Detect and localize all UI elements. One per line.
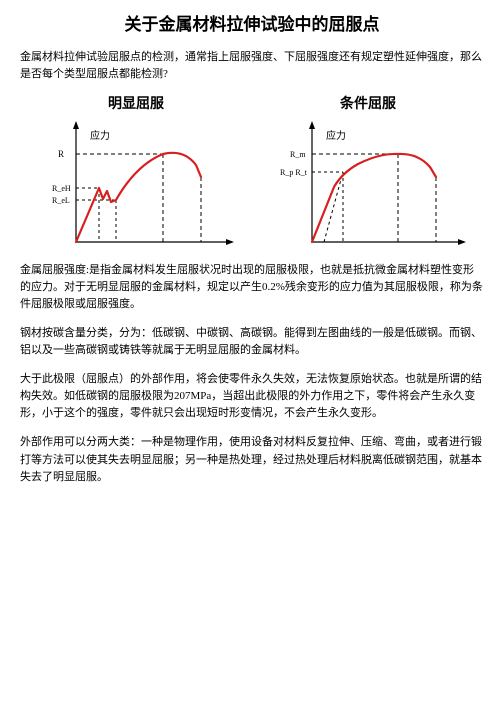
paragraph-2: 钢材按碳含量分类，分为：低碳钢、中碳钢、高碳钢。能得到左图曲线的一般是低碳钢。而… [20, 325, 484, 359]
charts-row: 明显屈服 应力 R R_eH R_eL 条件屈服 [20, 93, 484, 252]
chart-1-mark-ReH: R_eH [52, 184, 71, 193]
chart-2-mark-Rm: R_m [290, 150, 306, 159]
intro-paragraph: 金属材料拉伸试验屈服点的检测，通常指上屈服强度、下屈服强度还有规定塑性延伸强度，… [20, 49, 484, 83]
chart-1-mark-R: R [58, 149, 64, 159]
paragraph-3: 大于此极限（屈服点）的外部作用，将会使零件永久失效，无法恢复原始状态。也就是所谓… [20, 371, 484, 422]
chart-2-svg: 应力 R_m R_p R_t [268, 117, 468, 252]
chart-1-curve [76, 153, 201, 242]
chart-2-curve [312, 154, 436, 242]
chart-1-svg: 应力 R R_eH R_eL [36, 117, 236, 252]
paragraph-1: 金属屈服强度:是指金属材料发生屈服状况时出现的屈服极限，也就是抵抗微金属材料塑性… [20, 262, 484, 313]
chart-1-ylabel: 应力 [90, 129, 110, 142]
chart-1-mark-ReL: R_eL [52, 196, 70, 205]
page-title: 关于金属材料拉伸试验中的屈服点 [20, 10, 484, 35]
chart-block-1: 明显屈服 应力 R R_eH R_eL [36, 93, 236, 252]
chart-2-ylabel: 应力 [326, 129, 346, 142]
chart-1-title: 明显屈服 [108, 93, 164, 113]
chart-2-mark-Rp: R_p R_t [280, 168, 308, 177]
chart-block-2: 条件屈服 应力 R_m R_p R_t [268, 93, 468, 252]
paragraph-4: 外部作用可以分两大类：一种是物理作用，使用设备对材料反复拉伸、压缩、弯曲，或者进… [20, 434, 484, 485]
chart-2-title: 条件屈服 [340, 93, 396, 113]
